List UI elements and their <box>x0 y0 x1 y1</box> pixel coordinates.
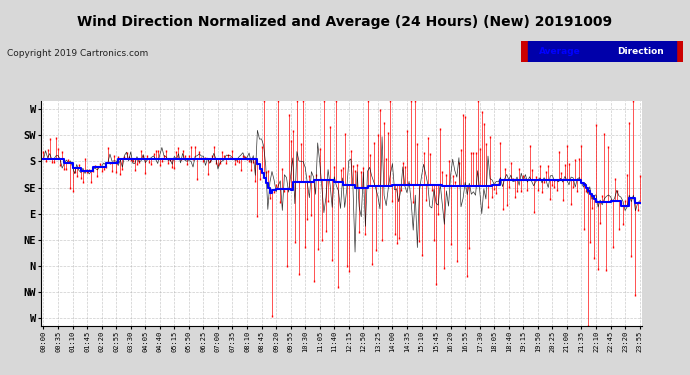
Text: Direction: Direction <box>618 47 664 56</box>
Text: Copyright 2019 Cartronics.com: Copyright 2019 Cartronics.com <box>7 49 148 58</box>
Text: Wind Direction Normalized and Average (24 Hours) (New) 20191009: Wind Direction Normalized and Average (2… <box>77 15 613 29</box>
Text: Average: Average <box>539 47 581 56</box>
